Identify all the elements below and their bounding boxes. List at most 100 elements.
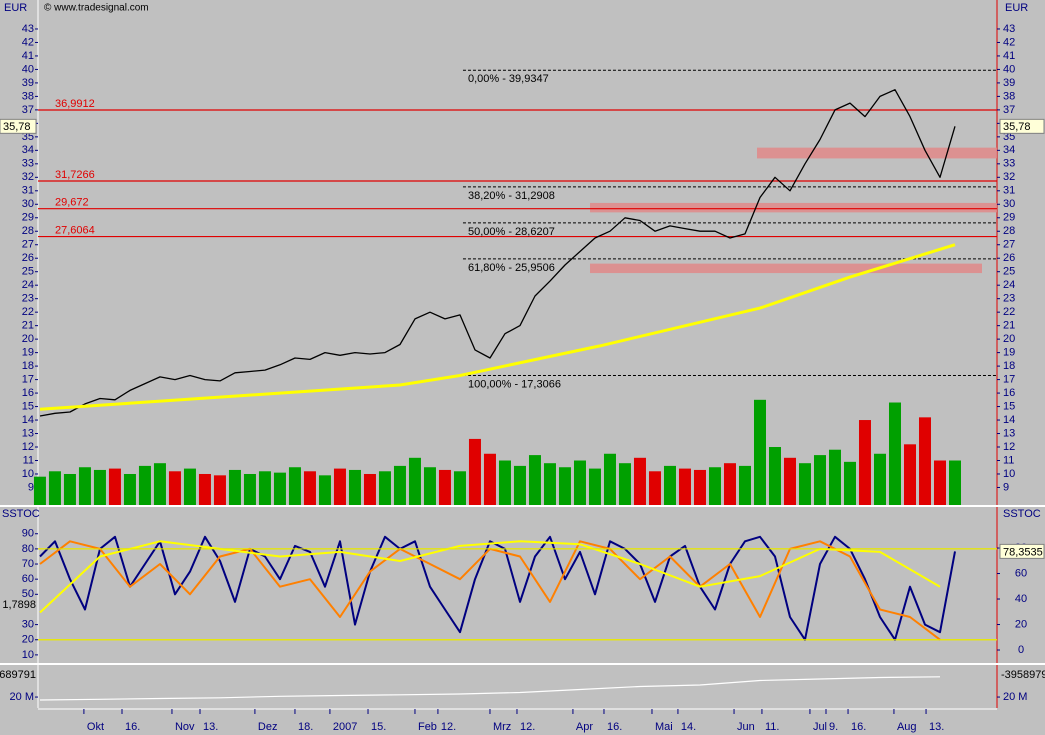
y-tick-label: 37 xyxy=(22,104,34,116)
y-tick-label: 37 xyxy=(1003,104,1015,116)
y-tick-label: 90 xyxy=(22,528,34,540)
volume-bar xyxy=(393,465,406,505)
fib-label: 0,00% - 39,9347 xyxy=(468,73,549,85)
level-label: 27,6064 xyxy=(55,224,95,236)
zone xyxy=(756,147,997,159)
volume-bar xyxy=(228,469,241,505)
volume-bar xyxy=(78,467,91,505)
y-tick-label: 41 xyxy=(22,50,34,62)
series-line xyxy=(39,535,956,641)
y-tick-label: 10 xyxy=(1003,468,1015,480)
y-tick-label: 20 xyxy=(1003,333,1015,345)
volume-bar xyxy=(303,471,316,505)
y-tick-label: 30 xyxy=(22,619,34,631)
y-tick-label: 26 xyxy=(22,252,34,264)
volume-bar xyxy=(123,473,136,505)
y-tick-label: 26 xyxy=(1003,252,1015,264)
right-label: -3958979 xyxy=(1001,669,1045,681)
y-tick-label: 43 xyxy=(1003,23,1015,35)
current-label: 78,3535 xyxy=(1003,546,1043,558)
y-tick-label: 10 xyxy=(22,649,34,661)
series-line xyxy=(39,676,941,701)
volume-bar xyxy=(378,471,391,505)
volume-bar xyxy=(93,469,106,505)
y-tick-label: 28 xyxy=(1003,225,1015,237)
volume-bar xyxy=(888,402,901,505)
y-tick-label: 23 xyxy=(22,293,34,305)
volume-bar xyxy=(33,476,46,505)
y-tick-label: 19 xyxy=(22,347,34,359)
volume-bar xyxy=(573,460,586,505)
y-tick-label: 20 M xyxy=(1003,691,1027,703)
volume-bar xyxy=(828,449,841,505)
volume-bar xyxy=(648,471,661,505)
volume-bar xyxy=(738,465,751,505)
volume-bar xyxy=(363,473,376,505)
x-tick-label: 9. xyxy=(829,721,838,733)
y-tick-label: 13 xyxy=(22,427,34,439)
volume-bar xyxy=(873,453,886,505)
y-tick-label: 20 M xyxy=(10,691,34,703)
volume-bar xyxy=(258,471,271,505)
y-tick-label: 15 xyxy=(1003,400,1015,412)
y-tick-label: 21 xyxy=(22,320,34,332)
x-tick-label: Mrz xyxy=(493,721,511,733)
volume-bar xyxy=(108,468,121,505)
volume-bar xyxy=(918,417,931,505)
x-tick-label: 2007 xyxy=(333,721,357,733)
y-tick-label: 20 xyxy=(22,333,34,345)
volume-bar xyxy=(513,465,526,505)
y-tick-label: 20 xyxy=(22,634,34,646)
y-tick-label: 34 xyxy=(1003,144,1015,156)
y-tick-label: 25 xyxy=(22,266,34,278)
y-tick-label: 32 xyxy=(1003,171,1015,183)
y-tick-label: 80 xyxy=(22,543,34,555)
volume-bar xyxy=(543,463,556,505)
volume-bar xyxy=(753,399,766,505)
y-tick-label: 24 xyxy=(1003,279,1015,291)
volume-bar xyxy=(903,444,916,505)
y-tick-label: 40 xyxy=(22,63,34,75)
y-tick-label: 9 xyxy=(28,481,34,493)
y-tick-label: 29 xyxy=(22,212,34,224)
x-tick-label: 18. xyxy=(298,721,313,733)
volume-bar xyxy=(273,472,286,505)
volume-bar xyxy=(168,471,181,505)
volume-bar xyxy=(333,468,346,505)
y-tick-label: 10 xyxy=(22,468,34,480)
y-tick-label: 38 xyxy=(22,90,34,102)
y-tick-label: 19 xyxy=(1003,347,1015,359)
volume-bar xyxy=(318,475,331,505)
level-label: 31,7266 xyxy=(55,169,95,181)
volume-bar xyxy=(183,468,196,505)
y-tick-label: 41 xyxy=(1003,50,1015,62)
volume-bar xyxy=(813,455,826,505)
panel-title: SSTOC xyxy=(1003,508,1041,520)
y-tick-label: 42 xyxy=(22,36,34,48)
volume-bar xyxy=(288,467,301,505)
x-tick-label: 12. xyxy=(441,721,456,733)
y-tick-label: 60 xyxy=(22,573,34,585)
y2-tick-label: 20 xyxy=(1015,618,1027,630)
unit-label: EUR xyxy=(1005,2,1028,14)
panel-title: SSTOC xyxy=(2,508,40,520)
y-tick-label: 18 xyxy=(22,360,34,372)
volume-bar xyxy=(663,465,676,505)
source-label: © www.tradesignal.com xyxy=(44,3,149,14)
x-tick-label: 14. xyxy=(681,721,696,733)
volume-bar xyxy=(678,468,691,505)
x-tick-label: Apr xyxy=(576,721,593,733)
fib-label: 100,00% - 17,3066 xyxy=(468,378,561,390)
volume-bar xyxy=(723,463,736,505)
y2-tick-label: 0 xyxy=(1018,644,1024,656)
y-tick-label: 15 xyxy=(22,400,34,412)
volume-bar xyxy=(783,457,796,505)
volume-bar xyxy=(603,453,616,505)
y-tick-label: 27 xyxy=(22,239,34,251)
series-line xyxy=(39,243,956,411)
zone xyxy=(590,263,982,274)
y2-tick-label: 40 xyxy=(1015,593,1027,605)
volume-bar xyxy=(693,469,706,505)
x-tick-label: 11. xyxy=(765,721,779,733)
